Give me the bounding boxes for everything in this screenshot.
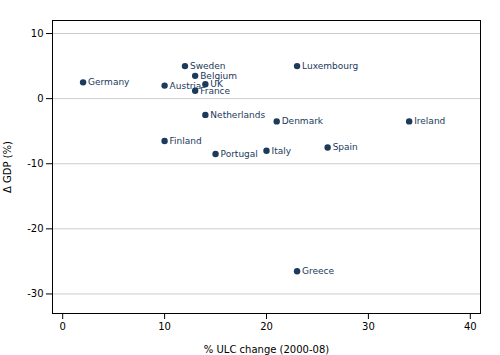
svg-text:20: 20 [260,321,273,332]
svg-text:Belgium: Belgium [200,70,238,81]
svg-text:Netherlands: Netherlands [210,110,265,120]
svg-text:-10: -10 [27,158,43,169]
svg-text:Portugal: Portugal [221,149,258,159]
svg-text:30: 30 [362,321,375,332]
svg-text:Austria: Austria [170,80,202,90]
svg-text:10: 10 [31,28,44,39]
svg-text:10: 10 [158,321,171,332]
svg-text:UK: UK [210,79,224,89]
svg-text:0: 0 [37,93,43,104]
svg-text:Luxembourg: Luxembourg [302,61,358,71]
svg-text:Ireland: Ireland [414,116,445,126]
svg-text:Italy: Italy [272,146,292,156]
svg-text:0: 0 [60,321,66,332]
svg-text:France: France [200,85,231,96]
svg-text:Denmark: Denmark [282,116,324,126]
svg-text:Sweden: Sweden [190,61,226,71]
svg-text:Spain: Spain [333,142,358,152]
svg-text:Δ GDP (%): Δ GDP (%) [2,141,13,193]
svg-text:-20: -20 [27,223,43,234]
svg-text:40: 40 [464,321,477,332]
svg-text:-30: -30 [27,288,43,299]
svg-text:% ULC change (2000-08): % ULC change (2000-08) [204,344,329,355]
svg-text:Finland: Finland [170,136,202,146]
svg-text:Germany: Germany [88,77,130,87]
svg-text:Greece: Greece [302,266,334,276]
